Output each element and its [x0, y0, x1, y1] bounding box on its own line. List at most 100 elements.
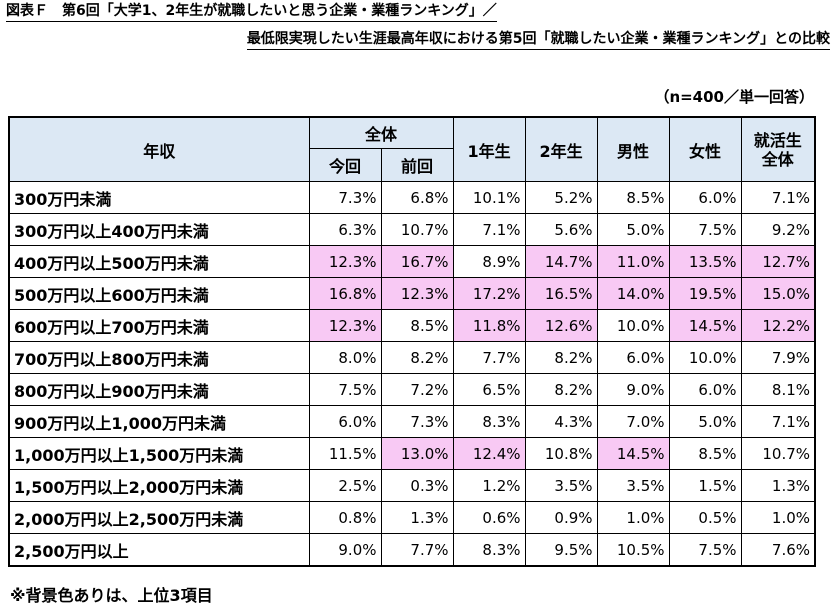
table-cell: 7.9%: [740, 341, 816, 374]
header-row-sub: 今回 前回: [9, 148, 815, 182]
row-label: 400万円以上500万円未満: [8, 245, 310, 278]
table-cell: 10.7%: [380, 213, 454, 246]
table-row: 2,500万円以上 9.0% 7.7% 8.3% 9.5% 10.5% 7.5% 7.6%: [8, 533, 816, 567]
table-cell: 14.5%: [668, 309, 742, 342]
table-cell: 8.3%: [452, 533, 526, 567]
table-cell: 0.8%: [308, 501, 382, 534]
table-cell: 17.2%: [452, 277, 526, 310]
table-cell: 8.9%: [452, 245, 526, 278]
table-cell: 6.0%: [308, 405, 382, 438]
table-cell: 8.5%: [596, 181, 670, 214]
row-label: 500万円以上600万円未満: [8, 277, 310, 310]
table-cell: 1.5%: [668, 469, 742, 502]
table-cell: 10.7%: [740, 437, 816, 470]
figure-subtitle: 最低限実現したい生涯最高年収における第5回「就職したい企業・業種ランキング」との…: [246, 30, 830, 50]
table-cell: 14.0%: [596, 277, 670, 310]
table-cell: 19.5%: [668, 277, 742, 310]
table-row: 800万円以上900万円未満 7.5% 7.2% 6.5% 8.2% 9.0% 6.0% 8.…: [8, 373, 816, 406]
table-cell: 12.6%: [524, 309, 598, 342]
header-income: 年収: [8, 116, 310, 182]
table-cell: 5.0%: [668, 405, 742, 438]
table-cell: 9.5%: [524, 533, 598, 567]
table-cell: 1.3%: [740, 469, 816, 502]
table-cell: 7.5%: [668, 533, 742, 567]
table-cell: 7.3%: [308, 181, 382, 214]
row-label: 600万円以上700万円未満: [8, 309, 310, 342]
table-cell: 0.9%: [524, 501, 598, 534]
table-cell: 12.3%: [308, 245, 382, 278]
table-cell: 7.6%: [740, 533, 816, 567]
row-label: 800万円以上900万円未満: [8, 373, 310, 406]
table-cell: 7.7%: [380, 533, 454, 567]
table-cell: 10.0%: [596, 309, 670, 342]
table-cell: 7.5%: [668, 213, 742, 246]
table-cell: 1.3%: [380, 501, 454, 534]
table-cell: 10.0%: [668, 341, 742, 374]
table-cell: 6.5%: [452, 373, 526, 406]
table-cell: 5.0%: [596, 213, 670, 246]
header-year1: 1年生: [452, 116, 526, 182]
table-cell: 12.2%: [740, 309, 816, 342]
table-cell: 8.2%: [524, 341, 598, 374]
table-cell: 7.1%: [740, 405, 816, 438]
table-cell: 13.5%: [668, 245, 742, 278]
table-cell: 6.0%: [596, 341, 670, 374]
table-cell: 8.3%: [452, 405, 526, 438]
table-cell: 8.2%: [380, 341, 454, 374]
table-cell: 8.0%: [308, 341, 382, 374]
table-cell: 0.6%: [452, 501, 526, 534]
table-cell: 0.3%: [380, 469, 454, 502]
table-row: 700万円以上800万円未満 8.0% 8.2% 7.7% 8.2% 6.0% 10.0% 7…: [8, 341, 816, 374]
table-cell: 10.5%: [596, 533, 670, 567]
table-cell: 12.3%: [308, 309, 382, 342]
table-cell: 8.1%: [740, 373, 816, 406]
header-current: 今回: [308, 148, 382, 182]
table-cell: 4.3%: [524, 405, 598, 438]
table-cell: 11.0%: [596, 245, 670, 278]
table-cell: 7.7%: [452, 341, 526, 374]
table-cell: 10.8%: [524, 437, 598, 470]
table-cell: 7.1%: [452, 213, 526, 246]
figure-title: 図表Ｆ 第6回「大学1、2年生が就職したいと思う企業・業種ランキング」／: [6, 2, 497, 22]
header-row-top: 年収 全体 1年生 2年生 男性 女性 就活生 全体: [8, 116, 816, 182]
table-cell: 1.2%: [452, 469, 526, 502]
header-male: 男性: [596, 116, 670, 182]
table-cell: 3.5%: [524, 469, 598, 502]
row-label: 300万円以上400万円未満: [8, 213, 310, 246]
header-female: 女性: [668, 116, 742, 182]
table-cell: 8.2%: [524, 373, 598, 406]
header-previous: 前回: [380, 148, 454, 182]
table-row: 400万円以上500万円未満 12.3% 16.7% 8.9% 14.7% 11.0% 13…: [8, 245, 816, 278]
table-cell: 5.2%: [524, 181, 598, 214]
table-cell: 9.0%: [596, 373, 670, 406]
table-cell: 6.8%: [380, 181, 454, 214]
header-jobhunt-line1: 就活生: [753, 130, 802, 150]
row-label: 2,000万円以上2,500万円未満: [8, 501, 310, 534]
table-cell: 0.5%: [668, 501, 742, 534]
table-cell: 14.7%: [524, 245, 598, 278]
row-label: 1,500万円以上2,000万円未満: [8, 469, 310, 502]
table-row: 300万円未満 7.3% 6.8% 10.1% 5.2% 8.5% 6.0% 7.1%: [8, 181, 816, 214]
header-all: 全体: [308, 116, 454, 149]
table-row: 500万円以上600万円未満 16.8% 12.3% 17.2% 16.5% 14.0% 1…: [8, 277, 816, 310]
table-cell: 12.7%: [740, 245, 816, 278]
row-label: 2,500万円以上: [8, 533, 310, 567]
table-cell: 14.5%: [596, 437, 670, 470]
table-cell: 5.6%: [524, 213, 598, 246]
table-cell: 7.1%: [740, 181, 816, 214]
table-cell: 12.3%: [380, 277, 454, 310]
header-jobhunt: 就活生 全体: [740, 116, 816, 182]
header-jobhunt-line2: 全体: [761, 149, 794, 169]
sample-size-note: （n=400／単一回答）: [654, 88, 814, 106]
table-cell: 10.1%: [452, 181, 526, 214]
table-cell: 7.5%: [308, 373, 382, 406]
table-cell: 15.0%: [740, 277, 816, 310]
table-row: 300万円以上400万円未満 6.3% 10.7% 7.1% 5.6% 5.0% 7.5% 9…: [8, 213, 816, 246]
table-cell: 9.2%: [740, 213, 816, 246]
table-cell: 16.7%: [380, 245, 454, 278]
table-cell: 12.4%: [452, 437, 526, 470]
table-cell: 11.8%: [452, 309, 526, 342]
table-cell: 1.0%: [596, 501, 670, 534]
table-cell: 11.5%: [308, 437, 382, 470]
row-label: 1,000万円以上1,500万円未満: [8, 437, 310, 470]
